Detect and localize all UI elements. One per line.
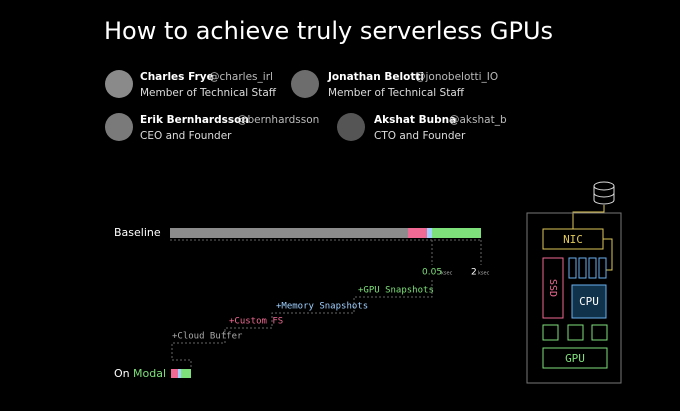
author-handle: @charles_irl: [209, 71, 273, 83]
author-name: Charles Frye: [140, 71, 214, 83]
gpu-label: GPU: [565, 352, 585, 365]
bar-segment: [427, 228, 432, 238]
hardware: NIC SSD CPU GPU: [526, 181, 622, 384]
author-name: Erik Bernhardsson: [140, 114, 249, 126]
step-label: +Memory Snapshots: [276, 302, 368, 312]
author-role: CTO and Founder: [374, 130, 466, 142]
mark-value: 0.05: [422, 268, 442, 278]
authors: Charles Frye @charles_irl Member of Tech…: [105, 70, 507, 142]
memory: [568, 257, 577, 279]
avatar: [291, 70, 319, 98]
author-handle: @akshat_b: [449, 114, 507, 126]
memory: [588, 257, 597, 279]
machine: [526, 212, 622, 384]
step-label: +GPU Snapshots: [358, 286, 434, 296]
gpu-box: [542, 347, 608, 369]
author-role: Member of Technical Staff: [140, 87, 277, 99]
bar-segment: [170, 228, 408, 238]
cpu-label: CPU: [579, 295, 599, 308]
timeline: Baseline 0.05 ksec 2 ksec +GPU Snapshots…: [114, 226, 490, 380]
gpu-core: [567, 324, 584, 341]
memory: [578, 257, 587, 279]
author-handle: @bernhardsson: [237, 114, 319, 126]
bar-segment: [181, 369, 191, 378]
connector: [572, 205, 605, 229]
database-icon: [593, 186, 615, 205]
author-handle: @jonobelotti_IO: [415, 71, 498, 83]
baseline-label: Baseline: [114, 226, 161, 239]
mark-value: 2: [471, 268, 477, 278]
nic-label: NIC: [563, 233, 583, 246]
gpu-core: [591, 324, 608, 341]
connector: [603, 238, 613, 271]
ssd-box: [542, 257, 564, 319]
bar-segment: [408, 228, 427, 238]
final-name: Modal: [133, 367, 166, 380]
bar-segment: [178, 369, 181, 378]
ssd-label: SSD: [547, 279, 558, 297]
author-role: Member of Technical Staff: [328, 87, 465, 99]
step-label: +Custom FS: [229, 317, 283, 327]
staircase: [171, 280, 433, 368]
avatar: [105, 113, 133, 141]
avatar: [337, 113, 365, 141]
cpu-box: [571, 284, 607, 319]
author-name: Jonathan Belotti: [327, 71, 424, 83]
avatar: [105, 70, 133, 98]
mark-unit: ksec: [441, 271, 453, 277]
author-name: Akshat Bubna: [374, 114, 456, 126]
gpu-core: [542, 324, 559, 341]
title: How to achieve truly serverless GPUs: [104, 17, 553, 45]
bar-segment: [171, 369, 178, 378]
step-label: +Cloud Buffer: [172, 332, 243, 342]
bar-segment: [432, 228, 481, 238]
final-prefix: On: [114, 367, 130, 380]
memory: [598, 257, 607, 279]
mark-unit: ksec: [478, 271, 490, 277]
author-role: CEO and Founder: [140, 130, 232, 142]
